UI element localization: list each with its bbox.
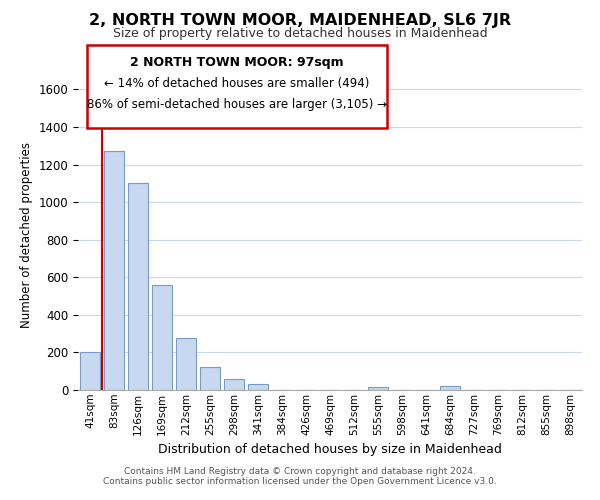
Bar (104, 152, 124, 390)
Text: 2, NORTH TOWN MOOR, MAIDENHEAD, SL6 7JR: 2, NORTH TOWN MOOR, MAIDENHEAD, SL6 7JR (89, 12, 511, 28)
Text: Size of property relative to detached houses in Maidenhead: Size of property relative to detached ho… (113, 28, 487, 40)
Bar (176, 338, 196, 390)
Text: 2 NORTH TOWN MOOR: 97sqm: 2 NORTH TOWN MOOR: 97sqm (130, 56, 344, 69)
Bar (248, 384, 268, 390)
Bar (152, 285, 172, 390)
Y-axis label: Number of detached properties: Number of detached properties (20, 142, 33, 328)
Text: Contains public sector information licensed under the Open Government Licence v3: Contains public sector information licen… (103, 477, 497, 486)
Text: ← 14% of detached houses are smaller (494): ← 14% of detached houses are smaller (49… (104, 77, 370, 90)
Text: Contains HM Land Registry data © Crown copyright and database right 2024.: Contains HM Land Registry data © Crown c… (124, 467, 476, 476)
Bar (368, 387, 388, 390)
X-axis label: Distribution of detached houses by size in Maidenhead: Distribution of detached houses by size … (158, 443, 502, 456)
Bar (128, 184, 148, 390)
Bar (224, 378, 244, 390)
Bar (440, 386, 460, 390)
Bar (200, 366, 220, 390)
Text: 86% of semi-detached houses are larger (3,105) →: 86% of semi-detached houses are larger (… (87, 98, 387, 111)
Bar (80, 352, 100, 390)
